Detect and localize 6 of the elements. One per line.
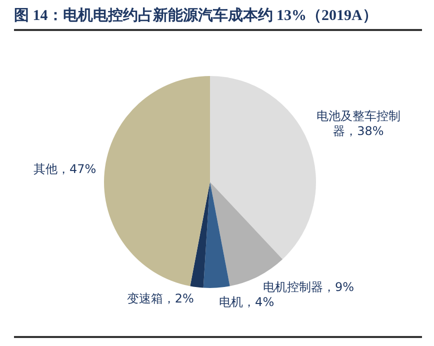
slice-label: 电机，4%: [219, 295, 274, 310]
slice-label: 电机控制器，9%: [263, 280, 354, 294]
slice-label: 变速箱，2%: [126, 292, 194, 306]
slice-label: 电池及整车控制器，38%: [316, 108, 400, 138]
slice-label: 其他，47%: [33, 162, 96, 176]
chart-title: 图 14：电机电控约占新能源汽车成本约 13%（2019A）: [14, 6, 422, 31]
